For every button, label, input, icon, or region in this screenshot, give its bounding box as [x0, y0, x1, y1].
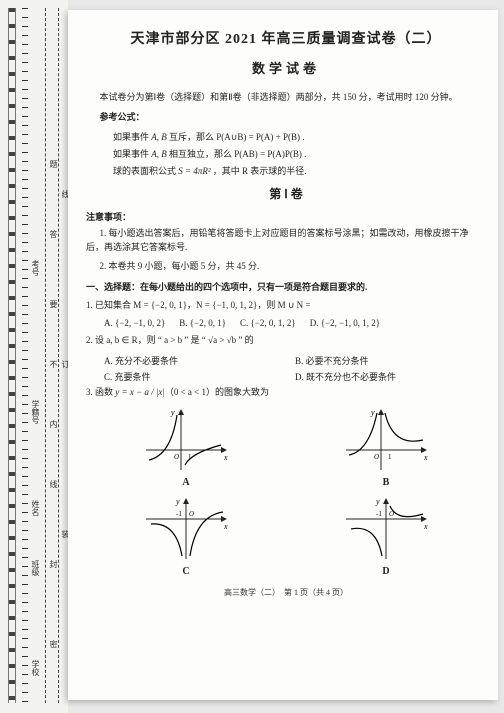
chart-d-label: D [341, 566, 431, 577]
margin-label-studentid: 学籍号 [30, 400, 41, 424]
notice-1: 1. 每小题选出答案后，用铅笔将答题卡上对应题目的答案标号涂黑；如需改动，用橡皮… [86, 227, 486, 254]
svg-text:x: x [423, 522, 428, 531]
q1-options: A. {−2, −1, 0, 2} B. {−2, 0, 1} C. {−2, … [104, 318, 486, 328]
chart-a: x y O 1 A [141, 405, 231, 488]
q1-stem: 1. 已知集合 M = {−2, 0, 1}，N = {−1, 0, 1, 2}… [86, 299, 486, 313]
chart-c-svg: x y O -1 [141, 494, 231, 564]
svg-text:O: O [189, 510, 194, 518]
seal-char: 封 [48, 560, 59, 568]
q2-options-row2: C. 充要条件 D. 既不充分也不必要条件 [104, 370, 486, 383]
svg-text:-1: -1 [376, 510, 382, 518]
margin-label-examno: 考号 [30, 260, 41, 276]
chart-c-label: C [141, 566, 231, 577]
chart-d: x y O -1 D [341, 494, 431, 577]
svg-text:O: O [174, 453, 179, 461]
svg-text:x: x [423, 453, 428, 462]
seal-char: 不 [48, 360, 59, 368]
q1-opt-c: C. {−2, 0, 1, 2} [240, 318, 296, 328]
page-subject: 数学试卷 [86, 58, 486, 77]
q2-opt-b: B. 必要不充分条件 [295, 354, 486, 367]
seal-char: 答 [48, 230, 59, 238]
chart-a-label: A [141, 477, 231, 488]
q2-opt-c: C. 充要条件 [104, 370, 295, 383]
exam-page: 天津市部分区 2021 年高三质量调查试卷（二） 数学试卷 本试卷分为第Ⅰ卷（选… [68, 10, 498, 700]
q1-opt-a: A. {−2, −1, 0, 2} [104, 318, 165, 328]
svg-text:O: O [374, 453, 379, 461]
q2-opt-a: A. 充分不必要条件 [104, 354, 295, 367]
svg-text:y: y [375, 497, 380, 506]
svg-text:y: y [175, 497, 180, 506]
q1-opt-b: B. {−2, 0, 1} [179, 318, 226, 328]
svg-text:x: x [223, 453, 228, 462]
seal-char: 线 [48, 480, 59, 488]
q2-stem: 2. 设 a, b ∈ R，则 “ a > b ” 是 “ √a > √b ” … [86, 334, 486, 348]
chart-b: x y O 1 B [341, 405, 431, 488]
svg-text:y: y [170, 408, 175, 417]
formula-2: 如果事件 A, B 相互独立，那么 P(AB) = P(A)P(B) . [113, 147, 486, 160]
svg-text:x: x [223, 522, 228, 531]
chart-c: x y O -1 C [141, 494, 231, 577]
intro-text: 本试卷分为第Ⅰ卷（选择题）和第Ⅱ卷（非选择题）两部分，共 150 分，考试用时 … [86, 91, 486, 105]
svg-text:1: 1 [388, 453, 392, 461]
svg-text:-1: -1 [176, 510, 182, 518]
formula-3: 球的表面积公式 S = 4πR² ，其中 R 表示球的半径. [113, 164, 486, 177]
notice-title: 注意事项： [86, 210, 486, 223]
margin-label-class: 班级 [30, 560, 41, 576]
chart-d-svg: x y O -1 [341, 494, 431, 564]
reference-title: 参考公式： [86, 111, 486, 125]
binding-spiral [8, 8, 16, 703]
margin-label-school: 学校 [30, 660, 41, 676]
chart-a-svg: x y O 1 [141, 405, 231, 475]
q1-opt-d: D. {−2, −1, 0, 1, 2} [310, 318, 380, 328]
formula-1: 如果事件 A, B 互斥，那么 P(A∪B) = P(A) + P(B) . [113, 130, 486, 143]
seal-line-2 [58, 8, 59, 703]
mcq-section-title: 一、选择题：在每小题给出的四个选项中，只有一项是符合题目要求的. [86, 280, 486, 293]
binding-ruler [22, 8, 28, 703]
part-1-title: 第 Ⅰ 卷 [86, 185, 486, 202]
seal-char: 题 [48, 160, 59, 168]
chart-b-svg: x y O 1 [341, 405, 431, 475]
q3-stem: 3. 函数 y = x − a / |x|（0 < a < 1）的图象大致为 [86, 386, 486, 400]
q3-charts-row2: x y O -1 C x y O -1 D [86, 494, 486, 577]
seal-line-1 [45, 8, 46, 703]
q2-options-row1: A. 充分不必要条件 B. 必要不充分条件 [104, 354, 486, 367]
binding-margin: 学校 班级 姓名 学籍号 考号 密 封 线 内 不 要 答 题 装 订 线 [0, 0, 68, 713]
seal-char: 内 [48, 420, 59, 428]
seal-char: 密 [48, 640, 59, 648]
page-footer: 高三数学（二） 第 1 页（共 4 页） [86, 587, 486, 598]
svg-text:y: y [370, 408, 375, 417]
page-title: 天津市部分区 2021 年高三质量调查试卷（二） [86, 28, 486, 48]
seal-char: 要 [48, 300, 59, 308]
q3-charts-row1: x y O 1 A x y O 1 B [86, 405, 486, 488]
margin-label-name: 姓名 [30, 500, 41, 516]
q2-opt-d: D. 既不充分也不必要条件 [295, 370, 486, 383]
chart-b-label: B [341, 477, 431, 488]
notice-2: 2. 本卷共 9 小题，每小题 5 分，共 45 分. [86, 260, 486, 274]
